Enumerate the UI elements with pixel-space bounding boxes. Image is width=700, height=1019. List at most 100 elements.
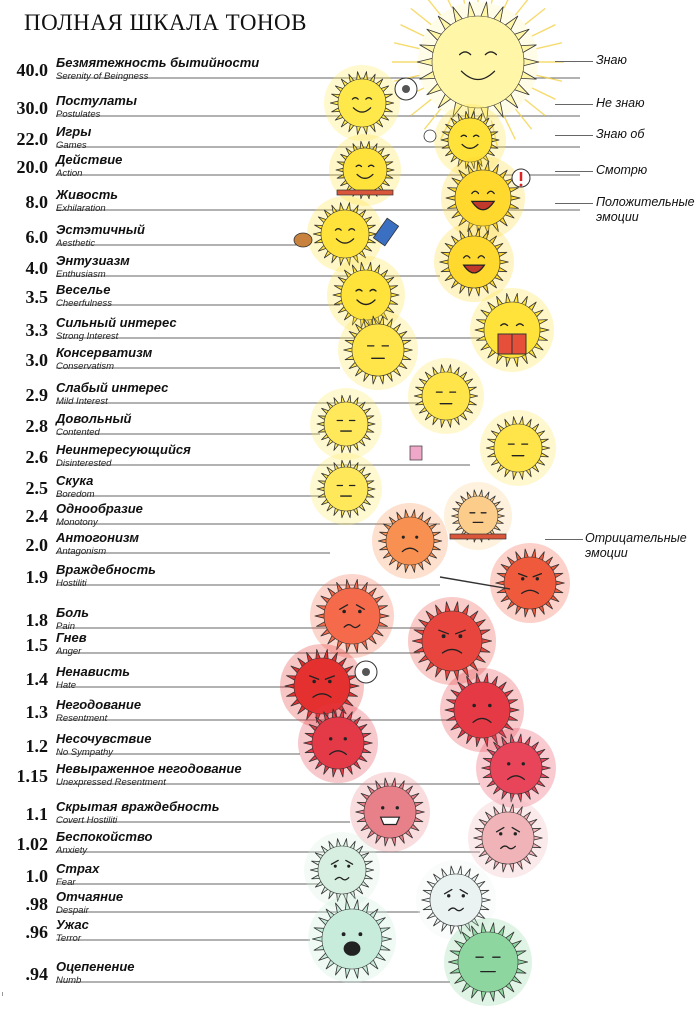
tone-name-ru: Скрытая враждебность bbox=[56, 799, 220, 814]
tone-creature bbox=[470, 288, 554, 372]
tone-name-en: Terror bbox=[56, 933, 81, 944]
tone-name-en: Action bbox=[56, 168, 83, 179]
tone-name-en: Fear bbox=[56, 877, 76, 888]
tone-name-en: Anxiety bbox=[56, 845, 88, 856]
tone-level-row: 2.0 Антогонизм Antagonism bbox=[0, 530, 700, 557]
tone-creature bbox=[434, 222, 514, 302]
tone-value: .98 bbox=[25, 894, 49, 914]
tone-name-en: Mild Interest bbox=[56, 396, 108, 407]
tone-value: 2.4 bbox=[25, 506, 49, 526]
tone-name-ru: Живость bbox=[56, 187, 118, 202]
tone-name-en: Unexpressed Resentment bbox=[56, 777, 166, 788]
tone-level-row: 2.9 Слабый интерес Mild Interest bbox=[0, 380, 700, 407]
tone-name-ru: Игры bbox=[56, 124, 92, 139]
tone-name-ru: Ненависть bbox=[56, 664, 131, 679]
tone-name-ru: Гнев bbox=[56, 630, 87, 645]
tone-value: 1.02 bbox=[16, 834, 49, 854]
tone-name-en: Resentment bbox=[56, 713, 108, 724]
tone-creature bbox=[468, 798, 548, 878]
tone-creature bbox=[409, 410, 556, 486]
tone-creature bbox=[329, 134, 401, 206]
tone-name-ru: Сильный интерес bbox=[56, 315, 177, 330]
tone-creature bbox=[338, 310, 418, 390]
tone-level-row: 30.0 Постулаты Postulates bbox=[0, 93, 700, 120]
tone-name-en: Cheerfulness bbox=[56, 298, 112, 309]
tone-creature bbox=[324, 65, 418, 141]
side-label: Не знаю bbox=[596, 96, 645, 110]
tone-name-ru: Несочувствие bbox=[56, 731, 152, 746]
tone-value: 1.0 bbox=[25, 866, 49, 886]
tone-level-row: 1.1 Скрытая враждебность Covert Hostiliti bbox=[0, 799, 700, 826]
tone-creature bbox=[423, 104, 506, 176]
tone-level-row: 1.5 Гнев Anger bbox=[0, 630, 700, 657]
side-label: Знаю об bbox=[596, 127, 645, 141]
tone-name-en: Anger bbox=[56, 646, 82, 657]
tone-value: 1.4 bbox=[25, 669, 49, 689]
tone-level-row: 3.3 Сильный интерес Strong Interest bbox=[0, 315, 700, 342]
tone-name-en: Exhilaration bbox=[56, 203, 106, 214]
side-label-line bbox=[555, 171, 593, 172]
tone-value: 6.0 bbox=[25, 227, 49, 247]
tone-value: 22.0 bbox=[16, 129, 49, 149]
tone-value: 2.9 bbox=[25, 385, 49, 405]
tone-value: 1.5 bbox=[25, 635, 49, 655]
tone-name-ru: Безмятежность бытийности bbox=[56, 55, 260, 70]
tone-name-en: Contented bbox=[56, 427, 100, 438]
tone-name-en: Numb bbox=[56, 975, 82, 986]
tone-name-ru: Отчаяние bbox=[56, 889, 124, 904]
tone-name-ru: Веселье bbox=[56, 282, 111, 297]
tone-value: 20.0 bbox=[16, 157, 49, 177]
tone-name-en: No Sympathy bbox=[56, 747, 114, 758]
tone-creature bbox=[350, 772, 430, 852]
tone-level-row: 1.02 Беспокойство Anxiety bbox=[0, 829, 700, 856]
tone-creature bbox=[416, 860, 496, 940]
tone-creature bbox=[392, 0, 564, 148]
tone-creature bbox=[308, 895, 396, 983]
tone-level-row: 2.6 Неинтересующийся Disinterested bbox=[0, 442, 700, 469]
tone-name-ru: Невыраженное негодование bbox=[56, 761, 242, 776]
page-title: ПОЛНАЯ ШКАЛА ТОНОВ bbox=[24, 10, 308, 35]
tone-name-ru: Скука bbox=[56, 473, 94, 488]
side-label-line bbox=[555, 135, 593, 136]
tone-value: 2.6 bbox=[25, 447, 49, 467]
tone-level-row: 1.4 Ненависть Hate bbox=[0, 664, 700, 691]
tone-value: 1.3 bbox=[25, 702, 49, 722]
tone-name-en: Pain bbox=[56, 621, 76, 632]
tone-creature bbox=[444, 482, 512, 550]
tone-value: 3.0 bbox=[25, 350, 49, 370]
side-label-line bbox=[555, 104, 593, 105]
tone-value: 30.0 bbox=[16, 98, 49, 118]
side-label: Положительные эмоции bbox=[596, 195, 695, 224]
tone-level-row: 1.9 Враждебность Hostiliti bbox=[0, 562, 700, 589]
tone-level-row: 1.8 Боль Pain bbox=[0, 605, 700, 632]
tone-name-ru: Действие bbox=[56, 152, 123, 167]
tone-value: 2.5 bbox=[25, 478, 49, 498]
side-label: Знаю bbox=[596, 53, 627, 67]
tone-value: 4.0 bbox=[25, 258, 49, 278]
tone-level-row: 20.0 Действие Action bbox=[0, 152, 700, 179]
tone-creature bbox=[310, 388, 382, 460]
tone-value: .94 bbox=[25, 964, 49, 984]
tone-name-ru: Враждебность bbox=[56, 562, 156, 577]
tone-name-ru: Страх bbox=[56, 861, 100, 876]
tone-name-en: Postulates bbox=[56, 109, 101, 120]
tone-level-row: 2.8 Довольный Contented bbox=[0, 411, 700, 438]
tone-name-en: Conservatism bbox=[56, 361, 115, 372]
tone-level-row: 1.3 Негодование Resentment bbox=[0, 697, 700, 724]
side-label-line bbox=[555, 203, 593, 204]
tone-level-row: 1.15 Невыраженное негодование Unexpressed … bbox=[0, 761, 700, 788]
tone-name-ru: Беспокойство bbox=[56, 829, 153, 844]
tone-level-row: .94 Оцепенение Numb bbox=[0, 959, 700, 986]
tone-name-ru: Негодование bbox=[56, 697, 142, 712]
tone-name-ru: Энтузиазм bbox=[56, 253, 130, 268]
tone-name-en: Antagonism bbox=[56, 546, 107, 557]
side-label-line bbox=[545, 539, 583, 540]
tone-level-row: 3.0 Консерватизм Conservatism bbox=[0, 345, 700, 372]
tone-name-en: Hostiliti bbox=[56, 578, 87, 589]
tone-creature bbox=[441, 156, 531, 240]
tone-name-en: Games bbox=[56, 140, 87, 151]
tone-name-en: Hate bbox=[56, 680, 77, 691]
tone-level-row: .96 Ужас Terror bbox=[0, 917, 700, 944]
tone-name-en: Aesthetic bbox=[56, 238, 96, 249]
tone-name-en: Serenity of Beingness bbox=[56, 71, 149, 82]
